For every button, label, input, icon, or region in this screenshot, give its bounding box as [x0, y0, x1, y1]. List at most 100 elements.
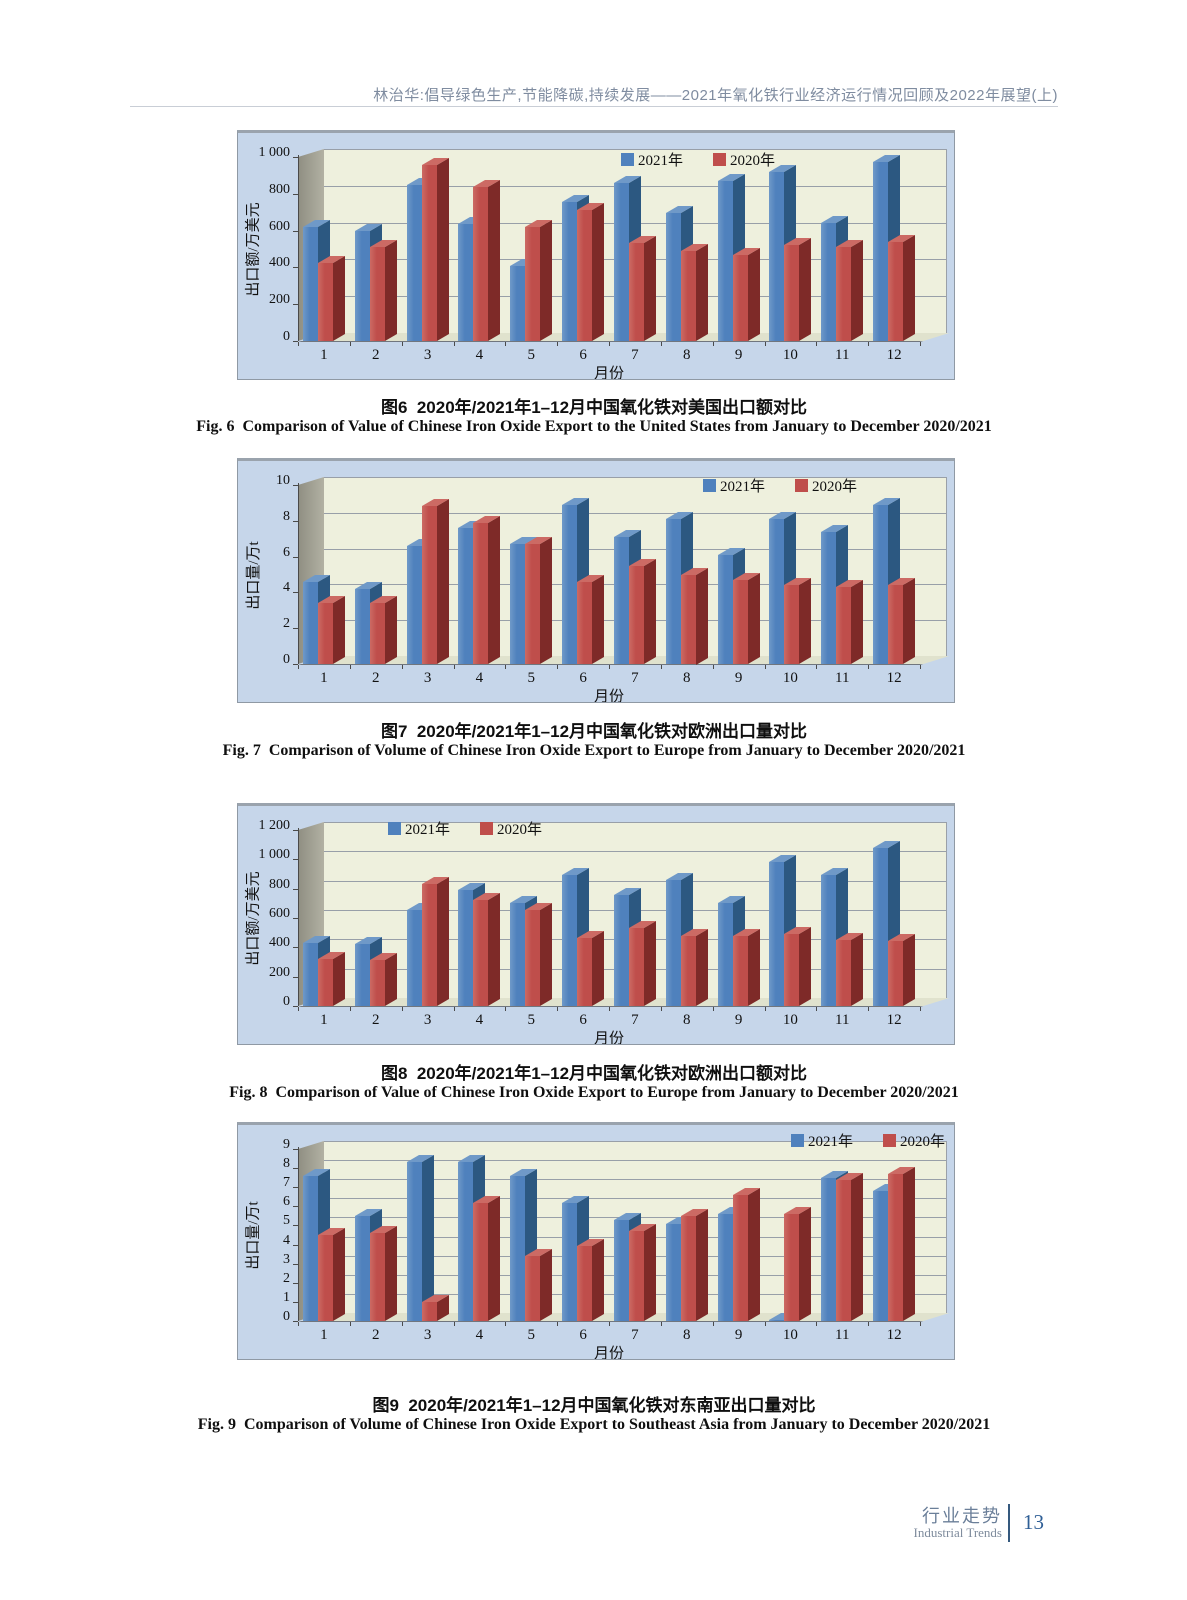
y-tick-label: 6	[283, 1194, 290, 1210]
y-tick-label: 200	[269, 292, 290, 308]
x-tick-label: 9	[734, 347, 743, 363]
x-tick-label: 9	[734, 1327, 743, 1343]
bar-2020-month-7-side	[643, 921, 656, 1006]
bar-2020-month-12	[888, 940, 904, 1006]
bar-2020-month-7	[628, 1231, 644, 1321]
legend-entry-2020: 2020年	[713, 149, 775, 170]
x-tick	[298, 1007, 299, 1011]
x-tick	[609, 1322, 610, 1326]
bar-2020-month-12-side	[903, 1166, 916, 1321]
page-header: 林治华:倡导绿色生产,节能降碳,持续发展——2021年氧化铁行业经济运行情况回顾…	[373, 87, 1058, 104]
bar-2021-month-3	[406, 909, 422, 1006]
x-tick-label: 5	[527, 670, 535, 686]
bar-2020-month-5	[525, 909, 541, 1006]
figure-6-chart: 1 2 3 4 5 6 7 8 9 10 11 12 0 200 400 600 800 1 000 出口额/万美元…	[237, 130, 955, 380]
bar-2020-month-5-side	[540, 902, 553, 1006]
y-tick-label: 5	[283, 1213, 290, 1229]
y-tick	[293, 485, 298, 486]
x-tick-label: 8	[682, 1327, 691, 1343]
bar-2020-month-6	[577, 581, 593, 664]
legend-swatch-2020	[883, 1134, 897, 1147]
x-tick	[660, 342, 662, 346]
x-tick-label: 9	[734, 670, 743, 686]
bar-2021-month-6	[562, 504, 578, 664]
x-tick	[920, 1322, 921, 1326]
bar-2020-month-7	[628, 243, 644, 341]
x-tick	[401, 665, 403, 669]
x-tick	[816, 1322, 818, 1326]
grid-line	[324, 477, 946, 478]
bar-2020-month-2	[369, 603, 385, 664]
bar-2020-month-5-side	[540, 1249, 553, 1321]
bar-2020-month-3	[421, 165, 437, 341]
x-tick-label: 11	[835, 1327, 850, 1343]
x-tick-label: 11	[835, 347, 850, 363]
bar-2020-month-10-side	[799, 927, 812, 1006]
x-tick	[816, 342, 818, 346]
bar-2021-month-6	[562, 1202, 578, 1321]
grid-line	[324, 512, 946, 514]
grid-line	[324, 1141, 946, 1142]
figure-9-caption-zh: 图9 2020年/2021年1–12月中国氧化铁对东南亚出口量对比	[372, 1396, 816, 1415]
legend-swatch-2020	[795, 479, 809, 492]
bar-2020-month-9-side	[747, 1187, 760, 1321]
y-tick	[293, 947, 298, 949]
x-tick-label: 8	[682, 1012, 691, 1028]
bar-2020-month-9	[732, 1194, 748, 1321]
bar-2021-month-1	[302, 1175, 318, 1321]
x-tick	[816, 665, 818, 669]
bar-2020-month-12-side	[903, 578, 916, 664]
footer-section-zh: 行业走势	[922, 1506, 1002, 1526]
bar-2021-month-9	[717, 902, 733, 1006]
figure-7-caption-en: Fig. 7 Comparison of Volume of Chinese I…	[222, 742, 966, 759]
x-tick-label: 11	[835, 1012, 850, 1028]
grid-line	[324, 822, 946, 823]
bar-2020-month-7-side	[643, 1224, 656, 1321]
bar-2021-month-11	[821, 531, 837, 664]
bar-2021-month-7	[613, 895, 629, 1006]
bar-2020-month-5-side	[540, 219, 553, 341]
bar-2021-month-11	[821, 1177, 837, 1321]
y-tick	[293, 304, 298, 306]
x-tick	[868, 665, 870, 669]
bar-2021-month-12	[873, 848, 889, 1006]
y-tick	[293, 1168, 298, 1170]
x-tick	[298, 665, 299, 669]
x-tick-label: 5	[527, 347, 535, 363]
y-tick	[293, 1321, 298, 1322]
y-tick-label: 4	[283, 1232, 290, 1248]
bar-2020-month-10	[784, 585, 800, 664]
bar-2021-month-12	[873, 1191, 889, 1321]
y-tick-label: 800	[269, 181, 290, 197]
bar-2020-month-11-side	[851, 1172, 864, 1321]
x-tick-label: 4	[475, 1012, 484, 1028]
x-tick	[660, 665, 662, 669]
x-tick	[349, 1007, 351, 1011]
bar-2020-month-1-side	[332, 596, 345, 664]
footer-divider	[1008, 1504, 1010, 1542]
y-tick-label: 8	[283, 508, 290, 524]
legend-swatch-2021	[388, 822, 401, 835]
legend-swatch-2020	[713, 153, 727, 166]
header-rule	[130, 106, 1058, 107]
bar-2021-month-11	[821, 874, 837, 1006]
bar-2020-month-9	[732, 579, 748, 664]
bar-2021-month-4	[458, 890, 474, 1006]
bar-2020-month-4	[473, 1202, 489, 1321]
legend-swatch-2021	[703, 479, 716, 492]
bar-2020-month-10	[784, 1213, 800, 1321]
y-tick-label: 7	[283, 1175, 290, 1191]
y-axis	[298, 483, 299, 664]
y-tick	[293, 157, 298, 158]
x-tick	[349, 342, 351, 346]
x-tick	[505, 1007, 507, 1011]
y-tick-label: 600	[269, 906, 290, 921]
x-tick	[557, 342, 559, 346]
x-tick	[453, 1007, 455, 1011]
x-tick	[298, 342, 299, 346]
y-axis-title: 出口额/万美元	[245, 202, 262, 297]
x-tick-label: 3	[423, 670, 432, 686]
bar-2020-month-6-side	[592, 1239, 605, 1321]
grid-line	[324, 1179, 946, 1181]
x-tick-label: 2	[371, 1012, 380, 1028]
